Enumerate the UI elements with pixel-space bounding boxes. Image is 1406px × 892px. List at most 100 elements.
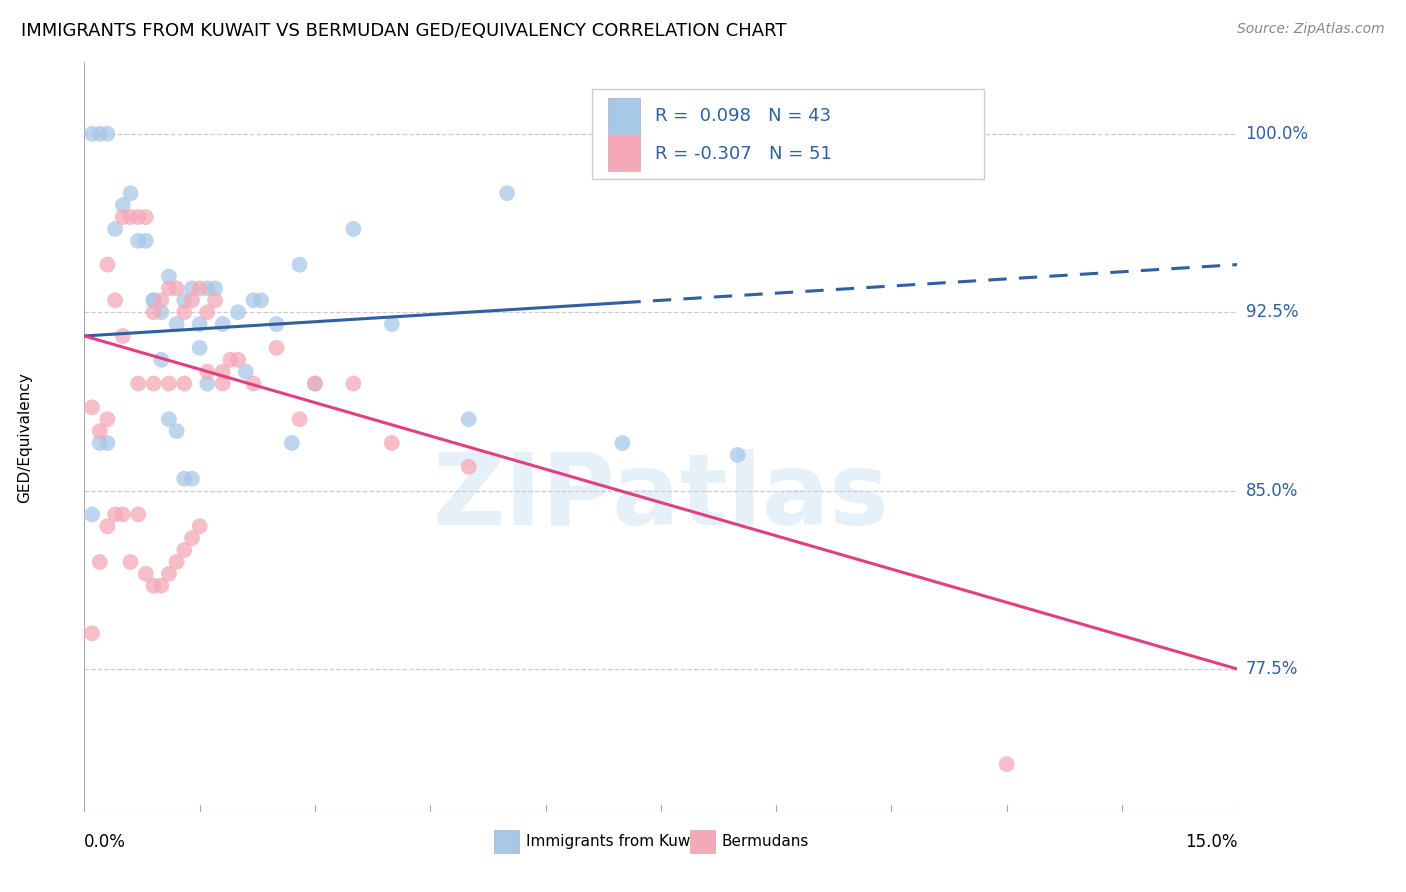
- Point: [96, 519, 118, 533]
- Point: [104, 293, 127, 308]
- Point: [111, 329, 134, 343]
- Point: [96, 412, 118, 426]
- Point: [211, 365, 233, 379]
- Bar: [690, 830, 716, 853]
- Point: [496, 186, 519, 201]
- Point: [188, 519, 211, 533]
- Point: [204, 281, 226, 295]
- Point: [150, 579, 173, 593]
- Point: [150, 305, 173, 319]
- Point: [457, 412, 479, 426]
- Point: [304, 376, 326, 391]
- Point: [211, 376, 233, 391]
- Point: [211, 317, 233, 331]
- Point: [96, 127, 118, 141]
- Text: 100.0%: 100.0%: [1246, 125, 1309, 143]
- Point: [242, 376, 264, 391]
- Point: [226, 305, 249, 319]
- Point: [157, 269, 180, 284]
- Bar: [607, 135, 640, 171]
- Point: [173, 305, 195, 319]
- Text: R = -0.307   N = 51: R = -0.307 N = 51: [655, 145, 832, 163]
- Text: GED/Equivalency: GED/Equivalency: [17, 372, 32, 502]
- Point: [89, 555, 111, 569]
- Point: [173, 543, 195, 558]
- Point: [166, 424, 188, 438]
- Point: [166, 317, 188, 331]
- Text: 15.0%: 15.0%: [1185, 833, 1237, 851]
- Point: [612, 436, 634, 450]
- Text: IMMIGRANTS FROM KUWAIT VS BERMUDAN GED/EQUIVALENCY CORRELATION CHART: IMMIGRANTS FROM KUWAIT VS BERMUDAN GED/E…: [21, 22, 786, 40]
- Point: [457, 459, 479, 474]
- Point: [235, 365, 257, 379]
- Point: [89, 436, 111, 450]
- Point: [219, 352, 242, 367]
- Point: [142, 293, 165, 308]
- Point: [242, 293, 264, 308]
- Point: [195, 365, 218, 379]
- Point: [181, 472, 204, 486]
- Point: [120, 186, 142, 201]
- Point: [135, 210, 157, 224]
- Point: [150, 352, 173, 367]
- Point: [181, 531, 204, 545]
- Point: [266, 317, 288, 331]
- Point: [80, 508, 103, 522]
- Point: [96, 258, 118, 272]
- Text: R =  0.098   N = 43: R = 0.098 N = 43: [655, 107, 831, 126]
- Point: [288, 412, 311, 426]
- Point: [266, 341, 288, 355]
- Point: [195, 281, 218, 295]
- Point: [111, 210, 134, 224]
- Text: 92.5%: 92.5%: [1246, 303, 1298, 321]
- Bar: [607, 97, 640, 134]
- Point: [181, 293, 204, 308]
- Point: [157, 566, 180, 581]
- Point: [166, 281, 188, 295]
- Point: [127, 508, 149, 522]
- Point: [173, 472, 195, 486]
- Point: [142, 376, 165, 391]
- Point: [204, 293, 226, 308]
- Point: [120, 210, 142, 224]
- Point: [127, 234, 149, 248]
- Text: ZIPatlas: ZIPatlas: [433, 449, 889, 546]
- Point: [381, 317, 404, 331]
- Text: 85.0%: 85.0%: [1246, 482, 1298, 500]
- Point: [104, 222, 127, 236]
- Point: [188, 281, 211, 295]
- Point: [104, 508, 127, 522]
- Point: [89, 424, 111, 438]
- FancyBboxPatch shape: [592, 88, 984, 178]
- Point: [342, 376, 364, 391]
- Point: [188, 341, 211, 355]
- Text: Immigrants from Kuwait: Immigrants from Kuwait: [526, 834, 710, 849]
- Point: [342, 222, 364, 236]
- Point: [195, 376, 218, 391]
- Text: 0.0%: 0.0%: [84, 833, 127, 851]
- Text: Bermudans: Bermudans: [721, 834, 810, 849]
- Point: [173, 376, 195, 391]
- Point: [381, 436, 404, 450]
- Point: [80, 401, 103, 415]
- Text: Source: ZipAtlas.com: Source: ZipAtlas.com: [1237, 22, 1385, 37]
- Point: [166, 555, 188, 569]
- Point: [150, 293, 173, 308]
- Point: [127, 210, 149, 224]
- Point: [157, 281, 180, 295]
- Point: [281, 436, 304, 450]
- Point: [111, 198, 134, 212]
- Point: [89, 127, 111, 141]
- Point: [173, 293, 195, 308]
- Point: [80, 626, 103, 640]
- Point: [142, 579, 165, 593]
- Point: [127, 376, 149, 391]
- Point: [181, 281, 204, 295]
- Bar: [494, 830, 519, 853]
- Point: [96, 436, 118, 450]
- Point: [142, 305, 165, 319]
- Text: 77.5%: 77.5%: [1246, 660, 1298, 678]
- Point: [157, 412, 180, 426]
- Point: [188, 317, 211, 331]
- Point: [195, 305, 218, 319]
